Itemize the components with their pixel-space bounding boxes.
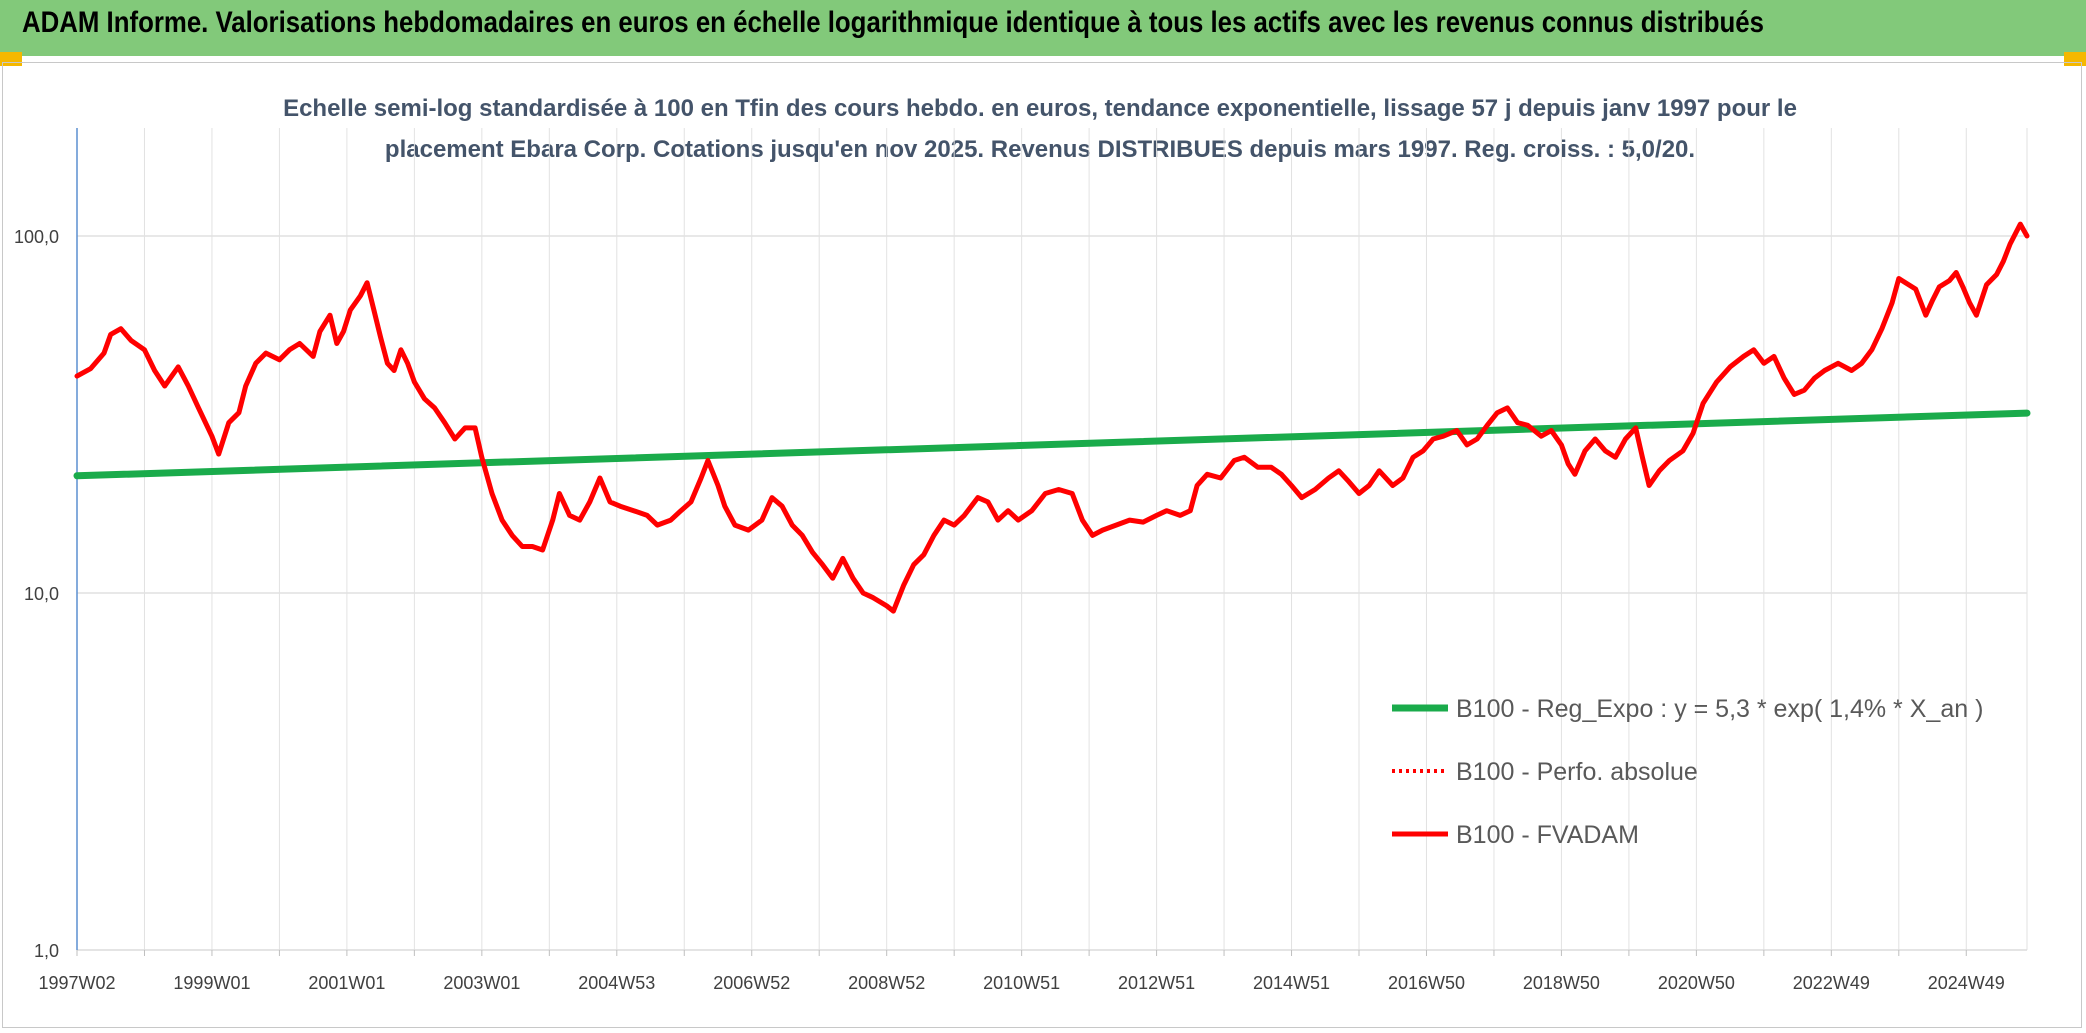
x-tick-label: 1999W01 (173, 973, 250, 993)
x-tick-label: 2018W50 (1523, 973, 1600, 993)
series-line-3 (74, 221, 2030, 614)
x-axis-ticks: 1997W02 1999W01 2001W01 2003W01 2004W53 2006W… (38, 950, 2005, 993)
legend-label-1: B100 - Reg_Expo : y = 5,3 * exp( 1,4% * … (1456, 695, 1983, 723)
x-tick-label: 2003W01 (443, 973, 520, 993)
x-tick-label: 2024W49 (1928, 973, 2005, 993)
x-tick-label: 2022W49 (1793, 973, 1870, 993)
chart-subtitle-line-2: placement Ebara Corp. Cotations jusqu'en… (385, 136, 1695, 163)
x-tick-label: 2008W52 (848, 973, 925, 993)
x-tick-label: 2012W51 (1118, 973, 1195, 993)
x-tick-label: 2004W53 (578, 973, 655, 993)
y-tick-label: 10,0 (24, 584, 59, 604)
y-tick-label: 1,0 (34, 941, 59, 961)
x-tick-label: 2001W01 (308, 973, 385, 993)
x-tick-label: 2014W51 (1253, 973, 1330, 993)
legend: B100 - Reg_Expo : y = 5,3 * exp( 1,4% * … (1392, 695, 1983, 849)
y-axis-ticks: 1,0 10,0 100,0 (14, 227, 59, 961)
x-tick-label: 2006W52 (713, 973, 790, 993)
series-line-1 (73, 409, 2031, 480)
chart-frame (2, 62, 2082, 1028)
legend-label-2: B100 - Perfo. absolue (1456, 758, 1698, 786)
y-tick-label: 100,0 (14, 227, 59, 247)
series-layer (73, 221, 2031, 614)
x-tick-label: 2016W50 (1388, 973, 1465, 993)
report-header: ADAM Informe. Valorisations hebdomadaire… (0, 0, 2086, 56)
gridlines (76, 128, 2028, 951)
x-tick-label: 1997W02 (38, 973, 115, 993)
report-title: ADAM Informe. Valorisations hebdomadaire… (22, 6, 1764, 39)
x-tick-label: 2020W50 (1658, 973, 1735, 993)
legend-label-3: B100 - FVADAM (1456, 821, 1639, 849)
chart-subtitle-line-1: Echelle semi-log standardisée à 100 en T… (283, 95, 1797, 122)
x-tick-label: 2010W51 (983, 973, 1060, 993)
